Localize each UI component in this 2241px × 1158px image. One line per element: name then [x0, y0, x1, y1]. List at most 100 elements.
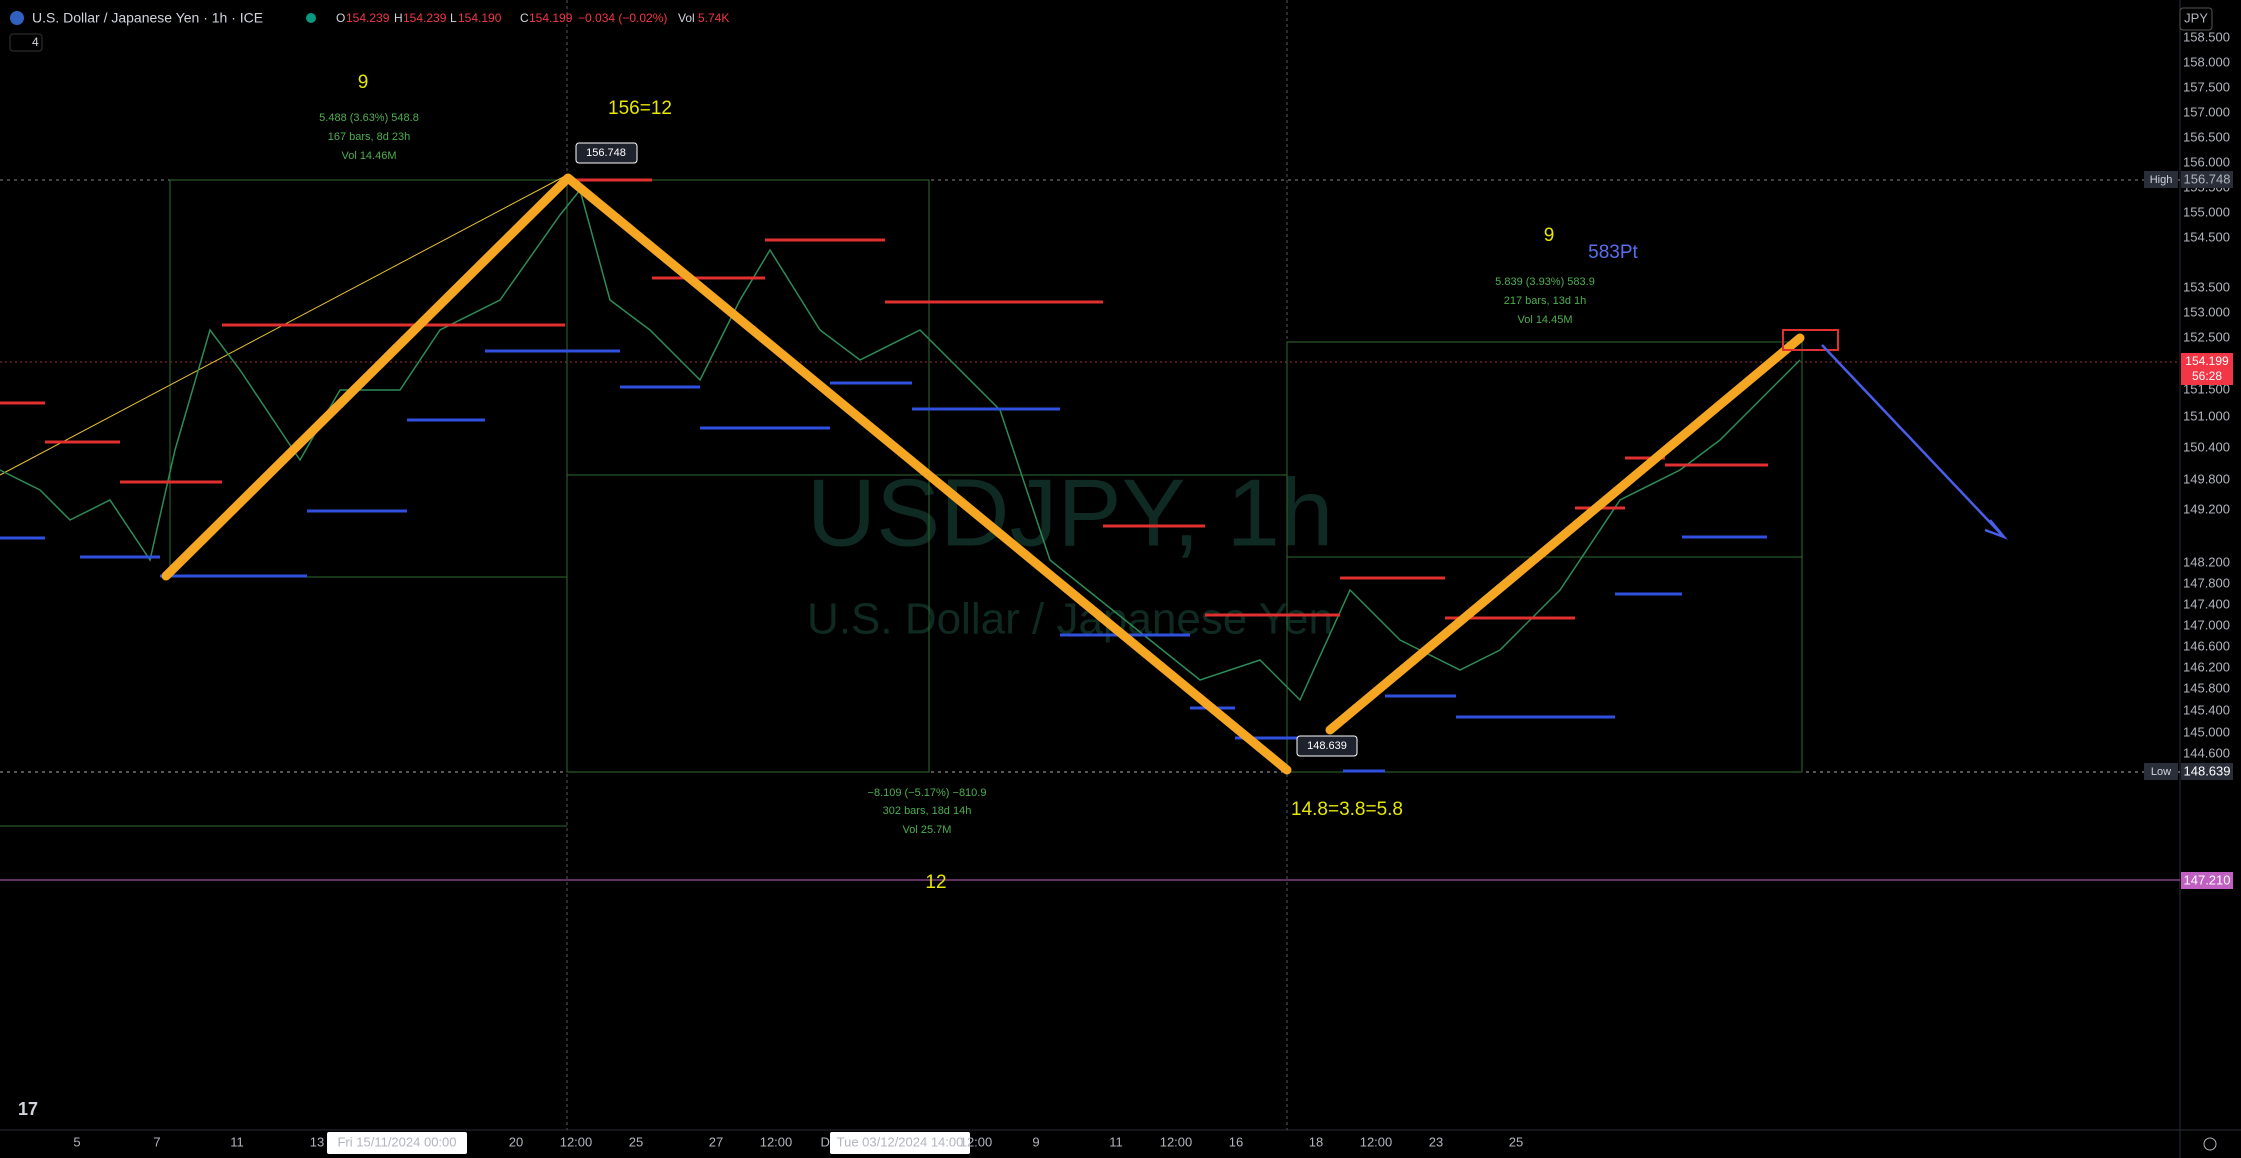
price-tick-label: 149.200	[2183, 501, 2230, 516]
symbol-title[interactable]: U.S. Dollar / Japanese Yen · 1h · ICE	[32, 10, 263, 26]
time-tick-label: 11	[1109, 1134, 1123, 1149]
low-value: 154.190	[458, 11, 502, 25]
price-tick-label: 151.500	[2183, 381, 2230, 396]
time-tick-label: 13	[310, 1134, 324, 1149]
currency-label: JPY	[2184, 10, 2208, 25]
peak-note: 156=12	[608, 98, 672, 119]
high-value-box	[2181, 171, 2233, 188]
high-tag-box	[2144, 171, 2178, 188]
open-label: O	[336, 11, 345, 25]
range-stat: Vol 14.46M	[341, 150, 396, 162]
price-tick-label: 156.000	[2183, 154, 2230, 169]
range-stat: Vol 25.7M	[903, 824, 952, 836]
price-tick-label: 147.800	[2183, 575, 2230, 590]
peak-price-box	[575, 142, 638, 164]
trough-price-box	[1296, 735, 1358, 757]
range-stat: 217 bars, 13d 1h	[1504, 295, 1587, 307]
range-stat: 5.839 (3.93%) 583.9	[1495, 276, 1595, 288]
high-value: 156.748	[2184, 171, 2231, 186]
count-label: 9	[1544, 225, 1555, 246]
close-value: 154.199	[529, 11, 573, 25]
logo: 17	[18, 1099, 38, 1119]
low-value: 148.639	[2184, 763, 2231, 778]
price-tick-label: 147.000	[2183, 617, 2230, 632]
price-tick-label: 151.000	[2183, 408, 2230, 423]
time-tick-label: 12:00	[760, 1134, 793, 1149]
price-tick-label: 145.800	[2183, 680, 2230, 695]
time-tick-label: 12:00	[560, 1134, 593, 1149]
crosshair-time-box	[327, 1132, 467, 1154]
range-stat: 302 bars, 18d 14h	[883, 805, 972, 817]
price-tick-label: 147.400	[2183, 596, 2230, 611]
vol-value: 5.74K	[698, 11, 729, 25]
flag-icon	[10, 11, 24, 25]
time-tick-label: 11	[230, 1134, 244, 1149]
time-tick-label: 12:00	[960, 1134, 993, 1149]
ohlc-legend: O 154.239 H 154.239 L 154.190 C 154.199 …	[336, 11, 729, 25]
price-tick-label: 156.500	[2183, 129, 2230, 144]
time-tick-label: 20	[509, 1134, 523, 1149]
indicator-count: 4	[32, 35, 39, 49]
price-tick-label: 153.000	[2183, 304, 2230, 319]
crosshair-time-box	[830, 1132, 970, 1154]
crosshair-time: Tue 03/12/2024 14:00	[837, 1134, 964, 1149]
crosshair-time: Fri 15/11/2024 00:00	[337, 1134, 456, 1149]
drawings	[0, 0, 2180, 1130]
low-tag-box	[2144, 763, 2178, 780]
time-tick-label: 12:00	[1160, 1134, 1193, 1149]
points-label: 583Pt	[1588, 242, 1638, 263]
last-price-box	[2181, 353, 2233, 385]
time-tick-label: 7	[153, 1134, 160, 1149]
time-tick-label: 18	[1309, 1134, 1323, 1149]
trough-price: 148.639	[1307, 740, 1347, 752]
price-tick-label: 149.800	[2183, 471, 2230, 486]
low-tag: Low	[2151, 766, 2171, 778]
price-tick-label: 157.000	[2183, 104, 2230, 119]
range-stat: 5.488 (3.63%) 548.8	[319, 112, 419, 124]
open-value: 154.239	[346, 11, 390, 25]
count-label: 9	[358, 72, 369, 93]
peak-price: 156.748	[586, 147, 626, 159]
time-tick-label: 23	[1429, 1134, 1443, 1149]
price-tick-label: 144.600	[2183, 745, 2230, 760]
change-value: −0.034 (−0.02%)	[578, 11, 667, 25]
watermark-ticker: USDJPY, 1h	[807, 459, 1334, 566]
price-tick-label: 150.400	[2183, 439, 2230, 454]
price-tick-label: 158.000	[2183, 54, 2230, 69]
count-label: 12	[925, 872, 946, 893]
low-value-box	[2181, 763, 2233, 780]
price-tick-label: 145.000	[2183, 724, 2230, 739]
range-stat: 167 bars, 8d 23h	[328, 131, 411, 143]
vol-label: Vol	[678, 11, 695, 25]
high-label: H	[394, 11, 403, 25]
time-tick-label: 27	[709, 1134, 723, 1149]
price-tick-label: 146.200	[2183, 659, 2230, 674]
price-tick-label: 145.400	[2183, 702, 2230, 717]
countdown: 56:28	[2192, 369, 2222, 383]
trough-note: 14.8=3.8=5.8	[1291, 799, 1403, 820]
price-tick-label: 154.500	[2183, 229, 2230, 244]
close-label: C	[520, 11, 529, 25]
price-tick-label: 153.500	[2183, 279, 2230, 294]
price-tick-label: 155.000	[2183, 204, 2230, 219]
high-value: 154.239	[403, 11, 447, 25]
price-tick-label: 146.600	[2183, 638, 2230, 653]
range-stat: Vol 14.45M	[1517, 314, 1572, 326]
time-tick-label: 12:00	[1360, 1134, 1393, 1149]
price-tick-label: 148.200	[2183, 554, 2230, 569]
time-tick-label: 5	[73, 1134, 80, 1149]
line-value: 147.210	[2184, 872, 2231, 887]
time-tick-label: 9	[1032, 1134, 1039, 1149]
currency-button[interactable]	[2179, 7, 2213, 31]
indicator-toggle[interactable]	[9, 33, 43, 52]
price-tick-label: 152.500	[2183, 329, 2230, 344]
time-tick-label: 25	[629, 1134, 643, 1149]
range-stat: −8.109 (−5.17%) −810.9	[868, 787, 987, 799]
settings-icon[interactable]	[2203, 1137, 2217, 1151]
last-price: 154.199	[2185, 354, 2229, 368]
market-status	[306, 13, 316, 23]
time-tick-label: 25	[1509, 1134, 1523, 1149]
price-tick-label: 158.500	[2183, 29, 2230, 44]
